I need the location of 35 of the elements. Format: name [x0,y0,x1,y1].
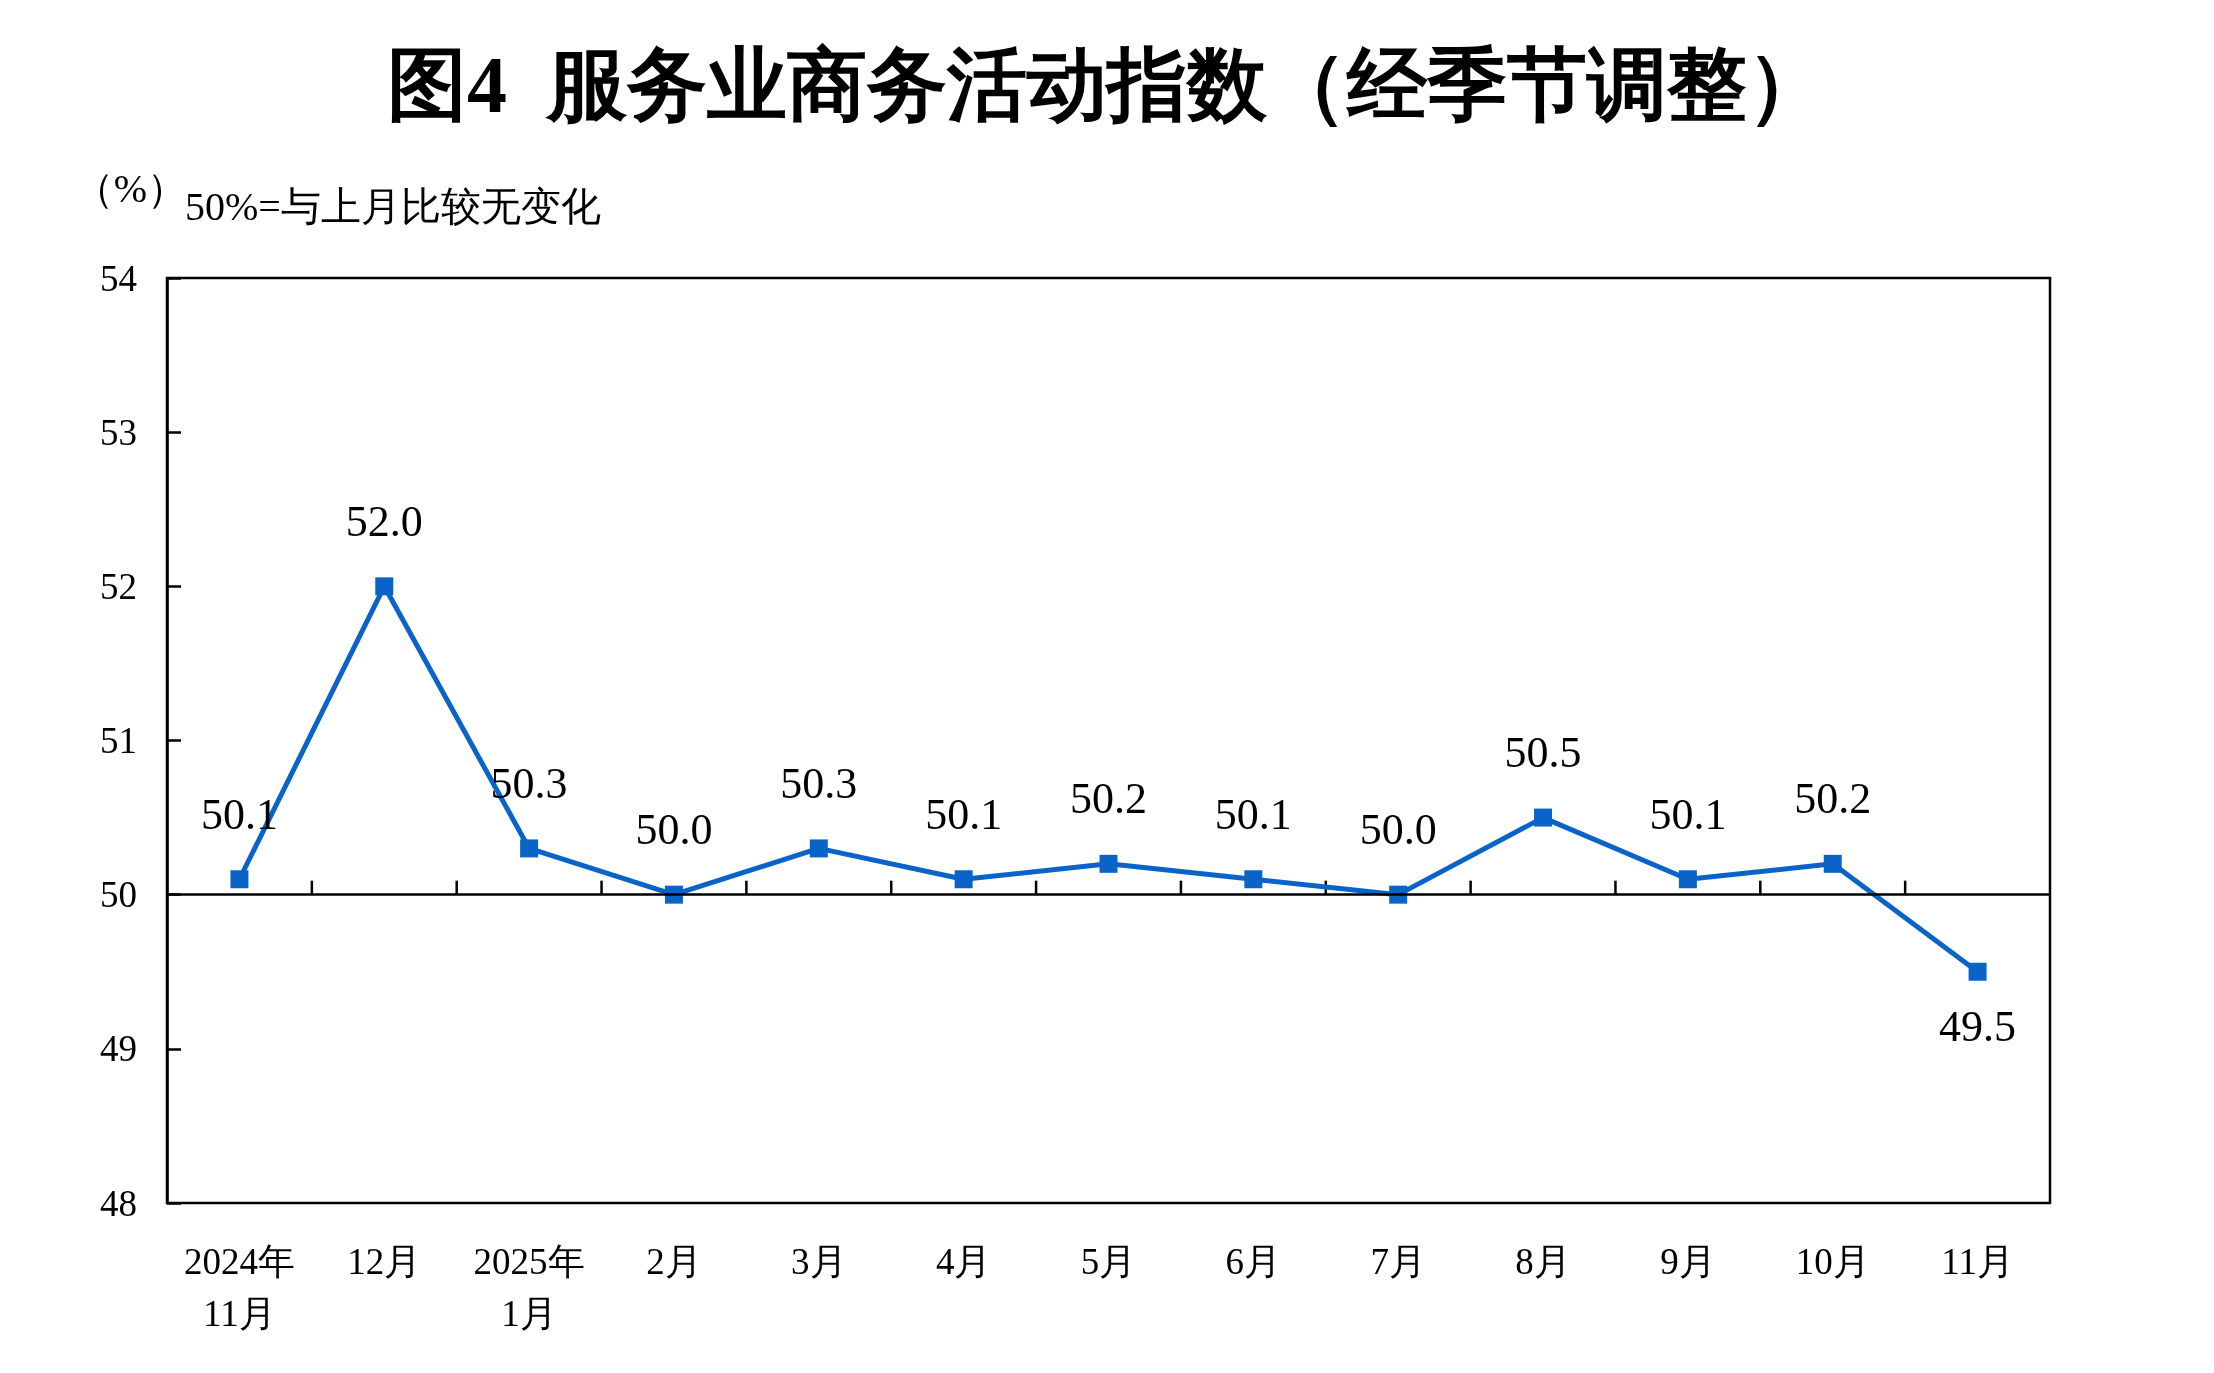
y-tick-label: 51 [100,720,137,761]
y-tick-label: 54 [100,257,137,299]
x-tick-label: 3月 [791,1240,847,1282]
data-label: 50.5 [1504,728,1582,778]
data-label: 52.0 [345,496,423,546]
data-label: 50.1 [925,789,1003,839]
data-label: 50.0 [1359,805,1437,855]
x-tick-label: 9月 [1660,1240,1716,1282]
data-label: 50.1 [1649,789,1727,839]
data-label: 50.1 [1214,789,1292,839]
x-tick-label: 12月 [347,1240,422,1282]
y-tick-label: 48 [100,1182,137,1224]
data-label: 50.3 [780,758,858,808]
x-tick-label: 10月 [1795,1240,1870,1282]
x-tick-label: 7月 [1370,1240,1426,1282]
x-tick-label: 2024年 11月 [183,1240,295,1334]
data-label: 49.5 [1939,1002,2017,1052]
y-tick-label: 50 [100,874,137,916]
y-axis-title: （%） [73,165,187,211]
data-label: 50.0 [635,805,713,855]
x-tick-label: 5月 [1080,1240,1137,1282]
x-tick-label: 4月 [935,1240,992,1282]
y-tick-label: 53 [100,411,137,453]
x-tick-label: 6月 [1225,1240,1282,1282]
data-label: 50.2 [1794,774,1872,824]
chart-title: 图4 服务业商务活动指数（经季节调整） [387,41,1827,129]
y-tick-label: 52 [100,565,137,607]
x-tick-label: 11月 [1941,1240,2014,1282]
x-tick-label: 8月 [1515,1240,1571,1282]
data-label: 50.2 [1070,774,1147,824]
data-label: 50.3 [490,758,568,808]
x-tick-label: 2025年 1月 [473,1240,585,1334]
y-tick-label: 49 [100,1028,137,1070]
x-tick-label: 2月 [646,1240,702,1282]
text: 50%=与上月比较无变化 [185,183,601,229]
